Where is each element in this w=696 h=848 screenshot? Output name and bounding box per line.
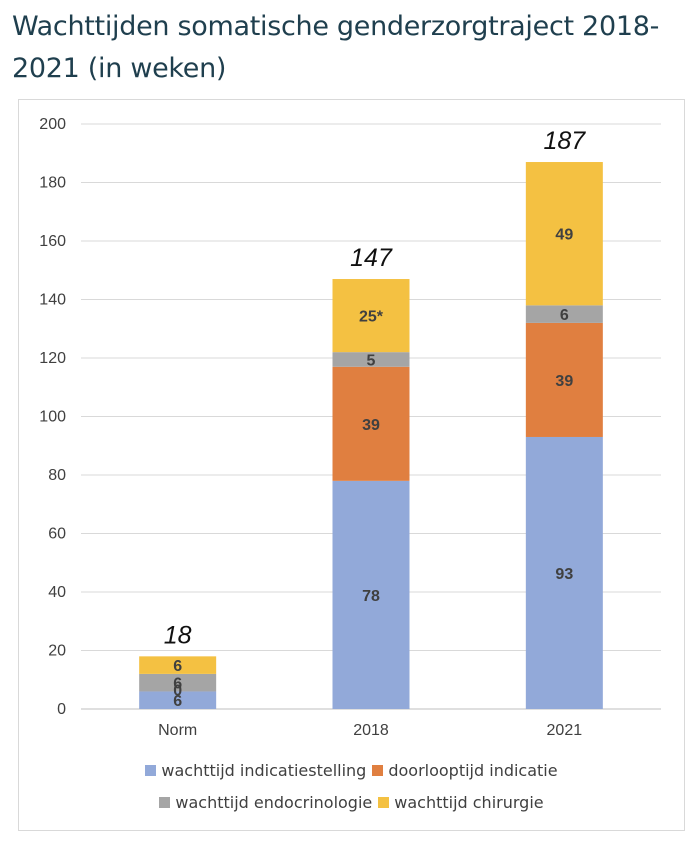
y-tick-label-0: 0 xyxy=(57,701,66,718)
bar-segment-2018-1 xyxy=(332,366,410,481)
x-tick-label-2021: 2021 xyxy=(547,722,583,739)
segment-label-2021-3: 49 xyxy=(555,227,573,244)
page-title: Wachttijden somatische genderzorgtraject… xyxy=(12,11,660,84)
legend-item-endocrinologie: wachttijd endocrinologie xyxy=(159,793,372,812)
segment-label-Norm-0: 6 xyxy=(173,693,182,710)
legend-row-2: wachttijd endocrinologie wachttijd chiru… xyxy=(19,793,684,812)
legend-label-doorlooptijd: doorlooptijd indicatie xyxy=(388,761,558,780)
legend-item-doorlooptijd: doorlooptijd indicatie xyxy=(372,761,558,780)
total-label-2018: 147 xyxy=(350,244,393,272)
bar-segment-Norm-0 xyxy=(139,691,217,709)
segment-label-2018-0: 78 xyxy=(362,588,380,605)
segment-label-Norm-3: 6 xyxy=(173,658,182,675)
y-tick-label-40: 40 xyxy=(48,584,66,601)
bar-segment-Norm-3 xyxy=(139,656,217,674)
y-tick-label-180: 180 xyxy=(39,175,66,192)
y-tick-label-20: 20 xyxy=(48,643,66,660)
legend-label-endocrinologie: wachttijd endocrinologie xyxy=(175,793,373,812)
legend-swatch-chirurgie xyxy=(378,797,390,808)
bar-segment-2018-0 xyxy=(332,480,410,709)
legend-item-indicatiestelling: wachttijd indicatiestelling xyxy=(145,761,366,780)
segment-label-Norm-2: 6 xyxy=(173,676,182,693)
segment-label-2021-2: 6 xyxy=(560,307,569,324)
bar-segment-2021-1 xyxy=(525,322,603,437)
segment-label-2018-1: 39 xyxy=(362,417,380,434)
stacked-bar-chart: 020406080100120140160180200606618Norm783… xyxy=(39,116,661,739)
y-tick-label-120: 120 xyxy=(39,350,66,367)
total-label-Norm: 18 xyxy=(164,621,192,649)
legend-label-indicatiestelling: wachttijd indicatiestelling xyxy=(161,761,367,780)
legend-label-chirurgie: wachttijd chirurgie xyxy=(394,793,544,812)
y-tick-label-160: 160 xyxy=(39,233,66,250)
segment-label-2021-0: 93 xyxy=(555,566,573,583)
y-tick-label-140: 140 xyxy=(39,292,66,309)
chart-frame: 0 20 40 60 80 100 120 140 160 180 200 6 0 6 6 18 Norm 78 3… xyxy=(18,99,685,831)
legend-row-1: wachttijd indicatiestelling doorlooptijd… xyxy=(19,761,684,780)
x-tick-label-Norm: Norm xyxy=(158,722,197,739)
legend-swatch-indicatiestelling xyxy=(145,765,157,776)
legend-swatch-doorlooptijd xyxy=(372,765,384,776)
segment-label-Norm-1: 0 xyxy=(173,682,182,699)
y-tick-label-200: 200 xyxy=(39,116,66,133)
y-tick-label-60: 60 xyxy=(48,526,66,543)
segment-label-2021-1: 39 xyxy=(555,373,573,390)
bar-segment-2021-2 xyxy=(525,305,603,323)
y-tick-label-100: 100 xyxy=(39,409,66,426)
bar-segment-2021-0 xyxy=(525,436,603,709)
segment-label-2018-2: 5 xyxy=(367,352,376,369)
legend-item-chirurgie: wachttijd chirurgie xyxy=(378,793,544,812)
legend-swatch-endocrinologie xyxy=(159,797,171,808)
total-label-2021: 187 xyxy=(543,127,586,155)
y-tick-label-80: 80 xyxy=(48,467,66,484)
segment-label-2018-3: 25* xyxy=(359,309,384,326)
bar-segment-2018-3 xyxy=(332,279,410,353)
bar-segment-2018-2 xyxy=(332,352,410,367)
bar-segment-2021-3 xyxy=(525,162,603,306)
bar-segment-Norm-2 xyxy=(139,673,217,692)
x-tick-label-2018: 2018 xyxy=(353,722,389,739)
